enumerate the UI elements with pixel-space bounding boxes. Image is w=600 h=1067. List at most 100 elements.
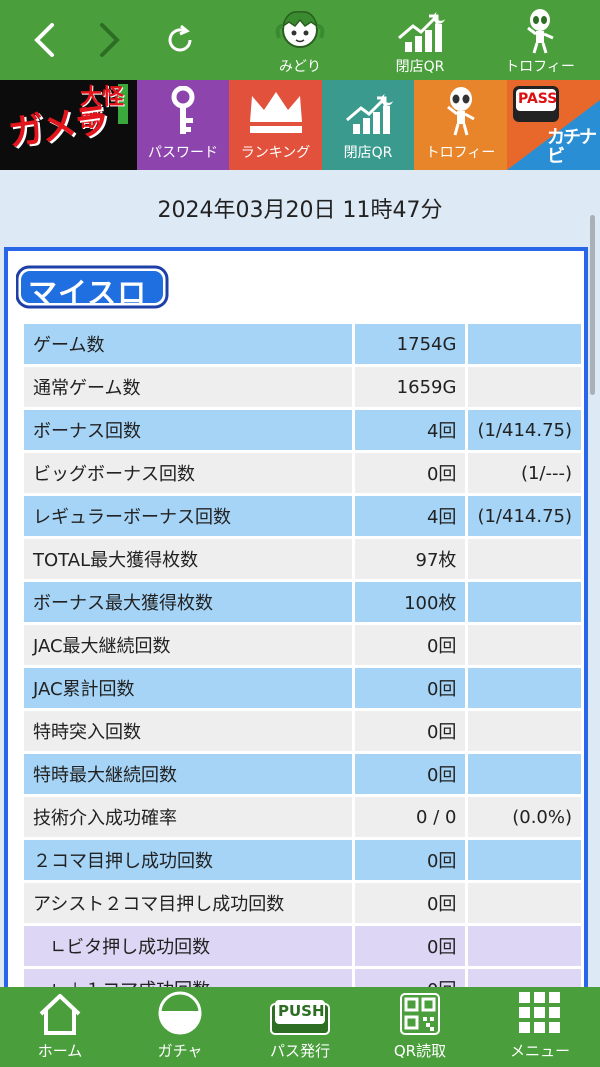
row-value: 0回 (355, 969, 466, 987)
character-icon (275, 11, 325, 48)
row-extra (468, 754, 581, 794)
kachinavi-logo-icon (507, 86, 600, 170)
bottom-menu[interactable]: メニュー (480, 987, 600, 1067)
date-text: 2024年03月20日 11時47分 (157, 198, 443, 223)
forward-button[interactable] (88, 18, 132, 62)
row-value: 0回 (355, 883, 466, 923)
row-value: 97枚 (355, 539, 466, 579)
menu-strip: 大怪獣 ガメラ パスワード ランキング 閉店QR (0, 80, 600, 170)
row-value: 0回 (355, 926, 466, 966)
row-extra: (0.0%) (468, 797, 581, 837)
scrollbar[interactable] (590, 215, 595, 395)
push-text: PUSH (278, 1002, 325, 1020)
row-extra: (1/---) (468, 453, 581, 493)
row-label: ボーナス最大獲得枚数 (24, 582, 353, 622)
table-row: ∟ビタ押し成功回数 0回 (24, 926, 581, 966)
bottom-pass-issue[interactable]: PUSH パス発行 (240, 987, 360, 1067)
row-extra (468, 582, 581, 622)
table-row: 通常ゲーム数 1659G (24, 367, 581, 407)
row-label: 特時突入回数 (24, 711, 353, 751)
row-extra (468, 926, 581, 966)
menu-kachinavi[interactable]: PASS カチナビ (507, 80, 600, 170)
top-bar: みどり 閉店QR トロフィー (0, 0, 600, 80)
kachinavi-label: カチナビ (547, 127, 597, 167)
menu-password[interactable]: パスワード (137, 80, 229, 170)
home-icon (39, 994, 81, 1035)
row-extra (468, 883, 581, 923)
row-label: ボーナス回数 (24, 410, 353, 450)
myslo-panel: マイスロ ゲーム数 1754G 通常ゲーム数 1659G ボーナス回数 4回 (… (4, 247, 588, 987)
alien-icon (446, 87, 475, 136)
qr-icon (400, 993, 440, 1035)
row-value: 0回 (355, 625, 466, 665)
menu-closing-qr[interactable]: 閉店QR (322, 80, 414, 170)
gacha-icon (158, 991, 202, 1035)
row-label: レギュラーボーナス回数 (24, 496, 353, 536)
row-value: 0回 (355, 840, 466, 880)
stats-table: ゲーム数 1754G 通常ゲーム数 1659G ボーナス回数 4回 (1/414… (21, 321, 584, 987)
row-extra: (1/414.75) (468, 496, 581, 536)
table-row: 技術介入成功確率 0 / 0 (0.0%) (24, 797, 581, 837)
bottom-bar: ホーム ガチャ PUSH パス発行 QR読取 (0, 987, 600, 1067)
table-row: ボーナス最大獲得枚数 100枚 (24, 582, 581, 622)
row-extra (468, 539, 581, 579)
table-row: 特時突入回数 0回 (24, 711, 581, 751)
row-label: JAC最大継続回数 (24, 625, 353, 665)
row-label: 技術介入成功確率 (24, 797, 353, 837)
table-row: アシスト２コマ目押し成功回数 0回 (24, 883, 581, 923)
table-row: ∟＋１コマ成功回数 0回 (24, 969, 581, 987)
table-row: TOTAL最大獲得枚数 97枚 (24, 539, 581, 579)
alien-icon (527, 9, 554, 54)
reload-button[interactable] (158, 18, 202, 62)
push-icon: PUSH (269, 996, 331, 1036)
myslo-logo-bg-icon (16, 265, 169, 309)
row-value: 4回 (355, 410, 466, 450)
row-extra (468, 625, 581, 665)
row-label: ゲーム数 (24, 324, 353, 364)
bottom-gacha[interactable]: ガチャ (120, 987, 240, 1067)
topbar-trophy[interactable]: トロフィー (492, 6, 588, 76)
table-row: ２コマ目押し成功回数 0回 (24, 840, 581, 880)
row-label: JAC累計回数 (24, 668, 353, 708)
menu-trophy[interactable]: トロフィー (414, 80, 507, 170)
row-label: アシスト２コマ目押し成功回数 (24, 883, 353, 923)
row-value: 0回 (355, 668, 466, 708)
row-extra (468, 840, 581, 880)
pass-label: PASS (518, 91, 558, 107)
bottom-qr-scan[interactable]: QR読取 (360, 987, 480, 1067)
gamera-logo[interactable]: 大怪獣 ガメラ (0, 80, 137, 170)
chevron-left-icon (34, 23, 54, 57)
row-value: 1754G (355, 324, 466, 364)
row-label: ∟＋１コマ成功回数 (24, 969, 353, 987)
topbar-closing-qr[interactable]: 閉店QR (372, 6, 468, 76)
chart-up-icon (398, 12, 445, 52)
menu-ranking[interactable]: ランキング (229, 80, 322, 170)
reload-icon (168, 24, 192, 52)
grid-icon (519, 992, 560, 1033)
back-button[interactable] (22, 18, 66, 62)
row-label: 通常ゲーム数 (24, 367, 353, 407)
row-label: ビッグボーナス回数 (24, 453, 353, 493)
row-value: 0回 (355, 711, 466, 751)
bottom-home[interactable]: ホーム (0, 987, 120, 1067)
crown-icon (249, 92, 302, 133)
row-label: TOTAL最大獲得枚数 (24, 539, 353, 579)
chevron-right-icon (100, 23, 120, 57)
row-value: 0回 (355, 754, 466, 794)
row-value: 1659G (355, 367, 466, 407)
myslo-logo-text: マイスロ (28, 276, 148, 310)
table-row: JAC最大継続回数 0回 (24, 625, 581, 665)
row-extra (468, 711, 581, 751)
table-row: JAC累計回数 0回 (24, 668, 581, 708)
row-value: 0回 (355, 453, 466, 493)
logo-subtitle: 大怪獣 (80, 84, 125, 132)
topbar-midori[interactable]: みどり (252, 6, 348, 76)
table-row: 特時最大継続回数 0回 (24, 754, 581, 794)
row-value: 0 / 0 (355, 797, 466, 837)
date-bar: 2024年03月20日 11時47分 (0, 170, 600, 246)
logo-title: ガメラ (5, 99, 110, 155)
row-value: 100枚 (355, 582, 466, 622)
key-icon (171, 86, 195, 134)
table-row: レギュラーボーナス回数 4回 (1/414.75) (24, 496, 581, 536)
row-extra (468, 367, 581, 407)
